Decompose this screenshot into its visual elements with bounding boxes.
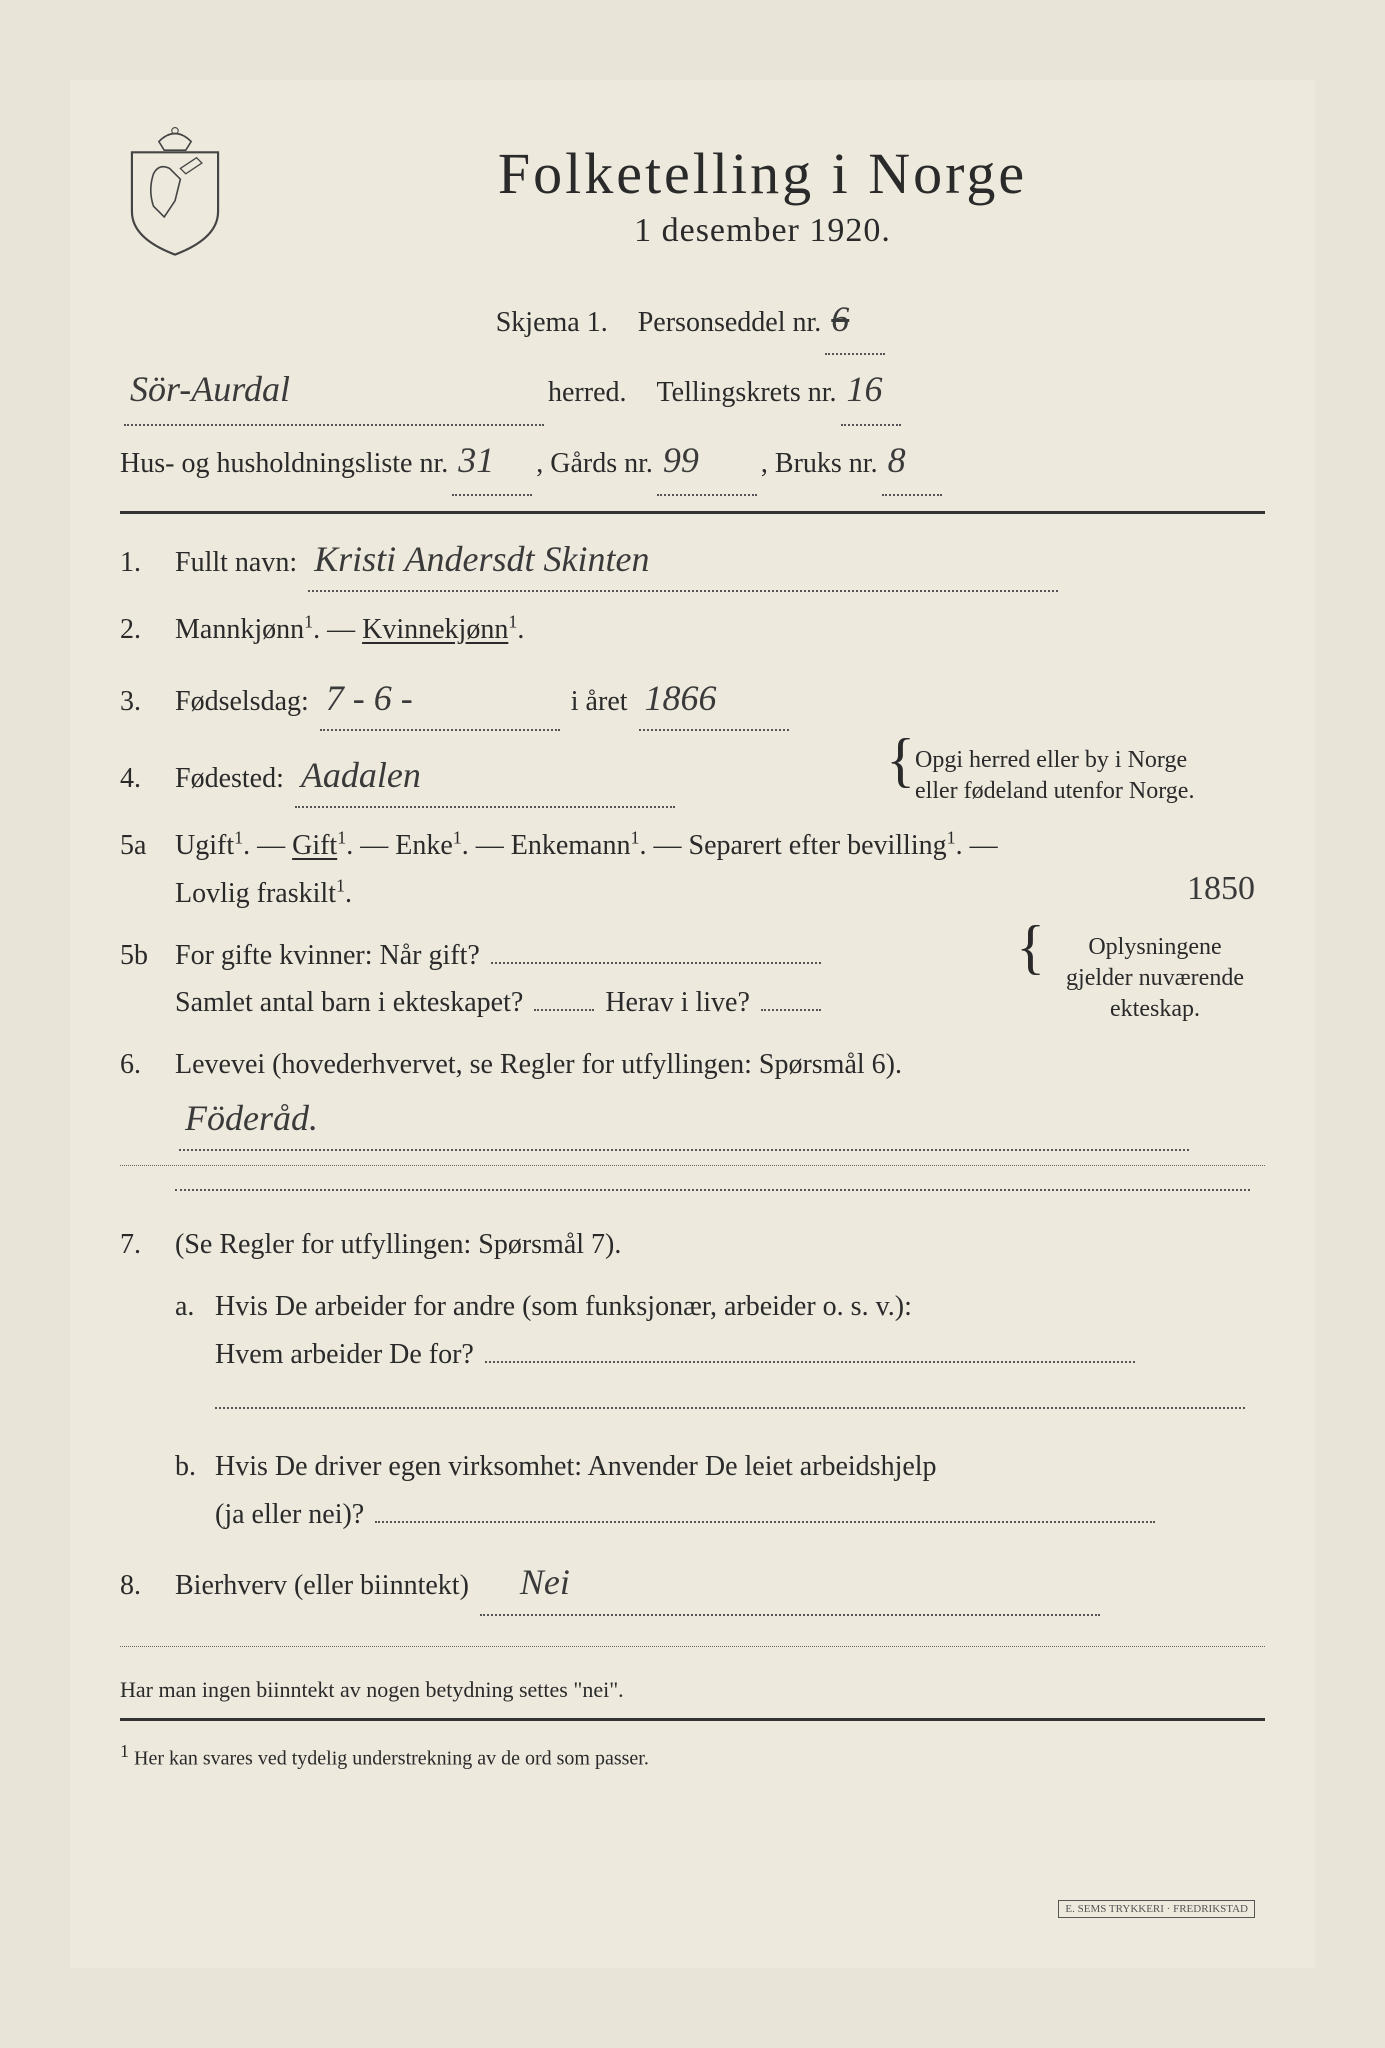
q8-num: 8. [120, 1562, 175, 1610]
hus-nr: 31 [452, 426, 532, 496]
q4-label: Fødested: [175, 763, 284, 794]
q3-year: 1866 [639, 668, 789, 731]
printer-stamp: E. SEMS TRYKKERI · FREDRIKSTAD [1058, 1900, 1255, 1918]
q4-value: Aadalen [295, 745, 675, 808]
header: Folketelling i Norge 1 desember 1920. [120, 140, 1265, 260]
q7b-text1: Hvis De driver egen virksomhet: Anvender… [215, 1451, 937, 1482]
q4-note2: eller fødeland utenfor Norge. [915, 778, 1194, 804]
herred-line: Sör-Aurdal herred. Tellingskrets nr. 16 [120, 355, 1265, 425]
hus-label: Hus- og husholdningsliste nr. [120, 437, 448, 490]
q5b: 5b For gifte kvinner: Når gift? Samlet a… [120, 932, 1265, 1027]
q1-value: Kristi Andersdt Skinten [308, 529, 1058, 592]
q5a-separert: Separert efter bevilling [689, 830, 947, 861]
q3-year-label: i året [571, 686, 628, 717]
hus-line: Hus- og husholdningsliste nr. 31 , Gårds… [120, 426, 1265, 496]
q5b-line1: For gifte kvinner: Når gift? [175, 940, 480, 971]
divider [120, 1646, 1265, 1647]
bruks-nr: 8 [882, 426, 942, 496]
q5b-note3: ekteskap. [1110, 996, 1200, 1022]
divider [120, 1718, 1265, 1721]
q5b-note2: gjelder nuværende [1066, 965, 1244, 991]
q4-num: 4. [120, 755, 175, 803]
q5b-line2b: Herav i live? [605, 987, 750, 1018]
q5a-enke: Enke [395, 830, 453, 861]
brace-icon: { [886, 745, 915, 775]
q5a-gift: Gift [292, 830, 337, 861]
divider [120, 1165, 1265, 1166]
q6-label: Levevei (hovederhvervet, se Regler for u… [175, 1049, 902, 1080]
q3: 3. Fødselsdag: 7 - 6 - i året 1866 [120, 668, 1265, 731]
personseddel-nr: 6 [825, 285, 885, 355]
coat-of-arms-icon [120, 120, 230, 260]
q5a-side-year: 1850 [1187, 860, 1255, 918]
q7a: a. Hvis De arbeider for andre (som funks… [175, 1283, 1265, 1378]
gards-label: , Gårds nr. [536, 437, 653, 490]
q2-mann: Mannkjønn [175, 614, 304, 645]
q7b-mark: b. [175, 1443, 215, 1491]
q5a-fraskilt: Lovlig fraskilt [175, 878, 336, 909]
main-title: Folketelling i Norge [260, 140, 1265, 207]
q7a-text2: Hvem arbeider De for? [215, 1339, 474, 1370]
q3-label: Fødselsdag: [175, 686, 309, 717]
footnote-2: 1 Her kan svares ved tydelig understrekn… [120, 1741, 1265, 1771]
q7a-mark: a. [175, 1283, 215, 1331]
q3-day: 7 - 6 - [320, 668, 560, 731]
q7a-text1: Hvis De arbeider for andre (som funksjon… [215, 1291, 912, 1322]
gards-nr: 99 [657, 426, 757, 496]
q7b: b. Hvis De driver egen virksomhet: Anven… [175, 1443, 1265, 1538]
q7b-text2: (ja eller nei)? [215, 1499, 364, 1530]
q8-label: Bierhverv (eller biinntekt) [175, 1570, 469, 1601]
subtitle: 1 desember 1920. [260, 212, 1265, 250]
bruks-label: , Bruks nr. [761, 437, 878, 490]
q7: 7. (Se Regler for utfyllingen: Spørsmål … [120, 1221, 1265, 1269]
q7-label: (Se Regler for utfyllingen: Spørsmål 7). [175, 1221, 1265, 1269]
census-form: Folketelling i Norge 1 desember 1920. Sk… [70, 80, 1315, 1968]
q5b-line2a: Samlet antal barn i ekteskapet? [175, 987, 523, 1018]
q4-note1: Opgi herred eller by i Norge [915, 747, 1187, 773]
q5a-enkemann: Enkemann [511, 830, 631, 861]
q2-num: 2. [120, 606, 175, 654]
q1-num: 1. [120, 539, 175, 587]
q1: 1. Fullt navn: Kristi Andersdt Skinten [120, 529, 1265, 592]
q6-num: 6. [120, 1041, 175, 1089]
q2: 2. Mannkjønn1. — Kvinnekjønn1. [120, 606, 1265, 654]
skjema-line: Skjema 1. Personseddel nr. 6 [120, 285, 1265, 355]
q5a: 5a Ugift1. — Gift1. — Enke1. — Enkemann1… [120, 822, 1265, 917]
personseddel-label: Personseddel nr. [638, 296, 822, 349]
tellingskrets-nr: 16 [841, 355, 901, 425]
q8-value: Nei [480, 1552, 1100, 1615]
q5b-note1: Oplysningene [1088, 934, 1221, 960]
q1-label: Fullt navn: [175, 547, 297, 578]
tellingskrets-label: Tellingskrets nr. [657, 366, 837, 419]
q3-num: 3. [120, 678, 175, 726]
divider [120, 511, 1265, 514]
q5b-num: 5b [120, 932, 175, 980]
q2-kvinne: Kvinnekjønn [362, 614, 508, 645]
q6: 6. Levevei (hovederhvervet, se Regler fo… [120, 1041, 1265, 1152]
q8: 8. Bierhverv (eller biinntekt) Nei [120, 1552, 1265, 1615]
q6-value: Föderåd. [179, 1088, 1189, 1151]
q4: 4. Fødested: Aadalen { Opgi herred eller… [120, 745, 1265, 808]
q5a-ugift: Ugift [175, 830, 234, 861]
skjema-label: Skjema 1. [496, 296, 608, 349]
q7-num: 7. [120, 1221, 175, 1269]
brace-icon: { [1016, 932, 1045, 962]
footnote-1: Har man ingen biinntekt av nogen betydni… [120, 1677, 1265, 1703]
herred-label: herred. [548, 366, 627, 419]
foot2-mark: 1 [120, 1741, 129, 1761]
q5a-num: 5a [120, 822, 175, 870]
foot2-text: Her kan svares ved tydelig understreknin… [134, 1747, 649, 1769]
herred-name: Sör-Aurdal [124, 355, 544, 425]
